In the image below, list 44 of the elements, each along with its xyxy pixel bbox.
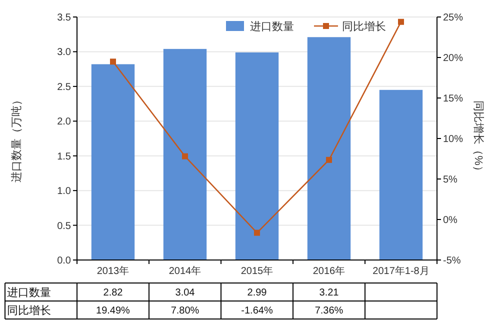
- y-tick-label: 3.0: [57, 47, 72, 58]
- bar: [379, 90, 423, 260]
- legend-label: 同比增长: [342, 20, 386, 33]
- x-tick-label: 2015年: [240, 265, 274, 277]
- x-tick-label: 2014年: [168, 265, 202, 277]
- data-label: 7.36%: [314, 306, 344, 316]
- data-label: 3.04: [175, 288, 196, 298]
- point: [110, 58, 116, 65]
- y-tick-label: 1.0: [57, 186, 72, 198]
- bar: [91, 64, 135, 260]
- y2-tick-label: 20%: [443, 53, 464, 64]
- y2-tick-label: 10%: [443, 134, 464, 145]
- bar: [163, 48, 207, 260]
- x-tick-label: 2016年: [312, 265, 346, 277]
- point: [182, 153, 188, 160]
- y-tick-label: 0.0: [57, 256, 72, 266]
- point: [326, 156, 332, 163]
- y-tick-label: 0.5: [57, 220, 72, 232]
- point: [398, 18, 404, 25]
- y2-tick-label: -5%: [443, 256, 461, 266]
- y-tick-label: 1.5: [57, 151, 72, 162]
- bar: [307, 37, 351, 260]
- data-label: -1.64%: [241, 306, 273, 316]
- data-label: 19.49%: [96, 306, 130, 316]
- data-label: 2.99: [247, 288, 268, 298]
- data-label: 3.21: [319, 288, 340, 298]
- text: 同比增长: [7, 304, 51, 317]
- bar: [235, 52, 279, 260]
- data-label: 7.80%: [170, 306, 200, 316]
- x-tick-label: 2013年: [96, 265, 130, 277]
- x-tick-label: 2017年1-8月: [372, 265, 430, 277]
- y-axis-title: 进口数量（万吨）: [10, 94, 23, 182]
- y2-axis-title: 同比增长（%）: [472, 100, 485, 176]
- point: [254, 230, 260, 236]
- y-tick-label: 2.0: [57, 116, 72, 128]
- y-tick-label: 3.5: [57, 12, 72, 24]
- data-label: 2.82: [103, 288, 124, 298]
- y-tick-label: 2.5: [57, 82, 72, 93]
- legend-label: 进口数量: [250, 20, 294, 33]
- y2-tick-label: 0%: [443, 215, 458, 226]
- y2-tick-label: 25%: [443, 12, 464, 24]
- y2-tick-label: 15%: [443, 94, 464, 104]
- y2-tick-label: 5%: [443, 174, 458, 186]
- text: 进口数量: [7, 286, 51, 299]
